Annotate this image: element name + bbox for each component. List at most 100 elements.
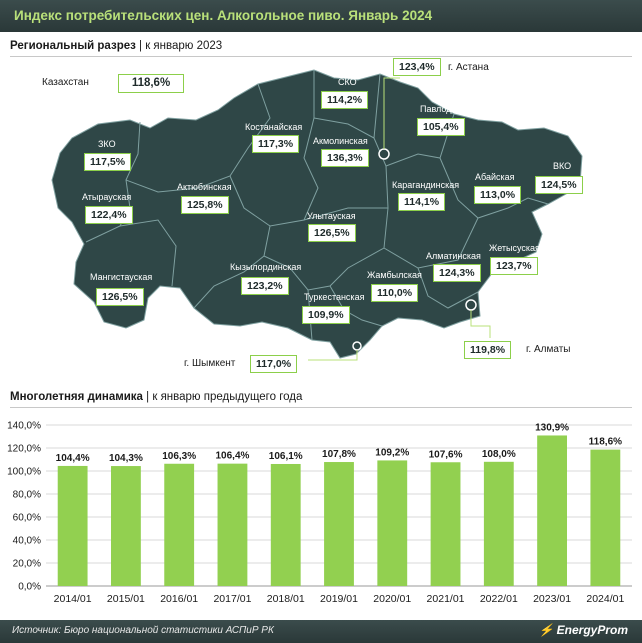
bar-value-labels: 104,4% 104,3% 106,3% 106,4% 106,1% 107,8% 109,… [56,422,622,464]
bar [217,463,248,586]
country-value: 118,6% [118,74,184,93]
region-value-karaganda: 114,1% [398,193,446,211]
source-text: Источник: Бюро национальной статистики А… [12,625,274,636]
bar-value-label: 106,3% [162,451,196,462]
region-name-pavlodar: Павлодарская [420,104,480,114]
x-tick-label: 2016/01 [160,593,198,605]
x-tick-label: 2017/01 [213,593,251,605]
bar [590,449,621,586]
region-name-almaty-region: Алматинская [426,251,481,261]
y-tick-label: 0,0% [18,582,41,593]
shymkent-marker-icon [352,341,362,351]
x-tick-label: 2015/01 [107,593,145,605]
region-name-shymkent: г. Шымкент [184,358,236,369]
region-name-mangystau: Мангистауская [90,272,153,282]
regional-heading-rest: | к январю 2023 [135,40,223,52]
bar [483,461,514,586]
bar [324,462,354,586]
bar [110,466,141,586]
map-svg [51,69,583,361]
y-tick-label: 80,0% [13,490,41,501]
lightning-icon: ⚡ [538,623,554,637]
bar [430,462,461,586]
region-value-abay: 113,0% [474,186,522,204]
x-tick-label: 2014/01 [54,593,92,605]
logo-text: EnergyProm [556,623,628,637]
region-value-ulytau: 126,5% [308,224,356,242]
bar-value-label: 107,6% [429,449,463,460]
leader-lines [308,77,491,361]
y-tick-label: 120,0% [7,444,41,455]
region-name-ulytau: Улытауская [307,211,356,221]
kazakhstan-map [8,58,634,380]
region-value-atyrau: 122,4% [85,206,133,224]
x-tick-label: 2020/01 [373,593,411,605]
bar-value-label: 118,6% [589,437,622,448]
bar [537,435,568,586]
region-name-vko: ВКО [553,161,572,171]
bar [270,463,301,586]
region-value-aktobe: 125,8% [181,196,229,214]
region-value-zhetysu: 123,7% [490,257,538,275]
region-name-zhambyl: Жамбылская [367,270,422,280]
region-name-atyrau: Атырауская [82,192,132,202]
x-tick-label: 2021/01 [427,593,465,605]
page-title: Индекс потребительских цен. Алкогольное … [14,8,433,23]
country-label: Казахстан [42,77,89,88]
region-name-turkestan: Туркестанская [304,292,365,302]
region-name-astana: г. Астана [448,62,489,73]
region-value-shymkent: 117,0% [250,355,298,373]
bar-value-label: 107,8% [322,449,356,460]
y-axis-ticks: 0,0% 20,0% 40,0% 60,0% 80,0% 100,0% 120,0% 140,… [7,421,41,593]
bar-value-label: 109,2% [375,447,409,458]
bar-value-label: 106,1% [269,451,303,462]
footer-bar: Источник: Бюро национальной статистики А… [0,620,642,643]
region-name-aktobe: Актюбинская [177,182,232,192]
bar-value-label: 104,3% [109,453,143,464]
bar-value-label: 130,9% [535,422,569,433]
region-value-kyzylorda: 123,2% [241,277,289,295]
region-value-almaty-region: 124,3% [433,264,481,282]
region-name-sko: СКО [338,77,357,87]
y-tick-label: 60,0% [13,513,41,524]
region-name-karaganda: Карагандинская [392,180,460,190]
dynamics-heading-rest: | к январю предыдущего года [142,391,303,403]
x-tick-label: 2022/01 [480,593,518,605]
divider [10,56,632,57]
region-value-almaty-city: 119,8% [464,341,512,359]
bar [164,463,195,586]
region-name-zko: ЗКО [98,139,116,149]
region-value-vko: 124,5% [535,176,583,194]
bar [377,460,408,586]
region-value-zko: 117,5% [84,153,132,171]
region-value-pavlodar: 105,4% [417,118,465,136]
dynamics-heading: Многолетняя динамика | к январю предыдущ… [10,391,302,403]
region-name-almaty-city: г. Алматы [526,344,571,355]
astana-marker-icon [378,148,390,160]
y-tick-label: 100,0% [7,467,41,478]
regional-heading-bold: Региональный разрез [10,40,136,52]
bar [57,465,88,586]
region-value-turkestan: 109,9% [302,306,350,324]
bar-chart: 0,0% 20,0% 40,0% 60,0% 80,0% 100,0% 120,0% 140,… [7,421,632,605]
x-axis-ticks: 2014/01 2015/01 2016/01 2017/01 2018/01 2019/… [54,593,625,605]
region-value-sko: 114,2% [321,91,369,109]
region-value-astana: 123,4% [393,58,441,76]
bar-value-label: 108,0% [482,449,516,460]
x-tick-label: 2018/01 [267,593,305,605]
divider-2 [10,407,632,408]
y-tick-label: 40,0% [13,536,41,547]
region-borders [85,70,549,341]
region-value-zhambyl: 110,0% [371,284,419,302]
almaty-marker-icon [465,299,477,311]
bar-value-label: 106,4% [215,451,249,462]
region-name-zhetysu: Жетысуская [489,243,540,253]
region-value-akmola: 136,3% [321,149,369,167]
title-bar: Индекс потребительских цен. Алкогольное … [0,0,642,32]
region-name-akmola: Акмолинская [313,136,368,146]
y-tick-label: 20,0% [13,559,41,570]
region-name-kyzylorda: Кызылординская [230,262,302,272]
region-name-kostanay: Костанайская [245,122,303,132]
energyprom-logo: ⚡ EnergyProm [539,623,628,637]
x-tick-label: 2024/01 [586,593,624,605]
